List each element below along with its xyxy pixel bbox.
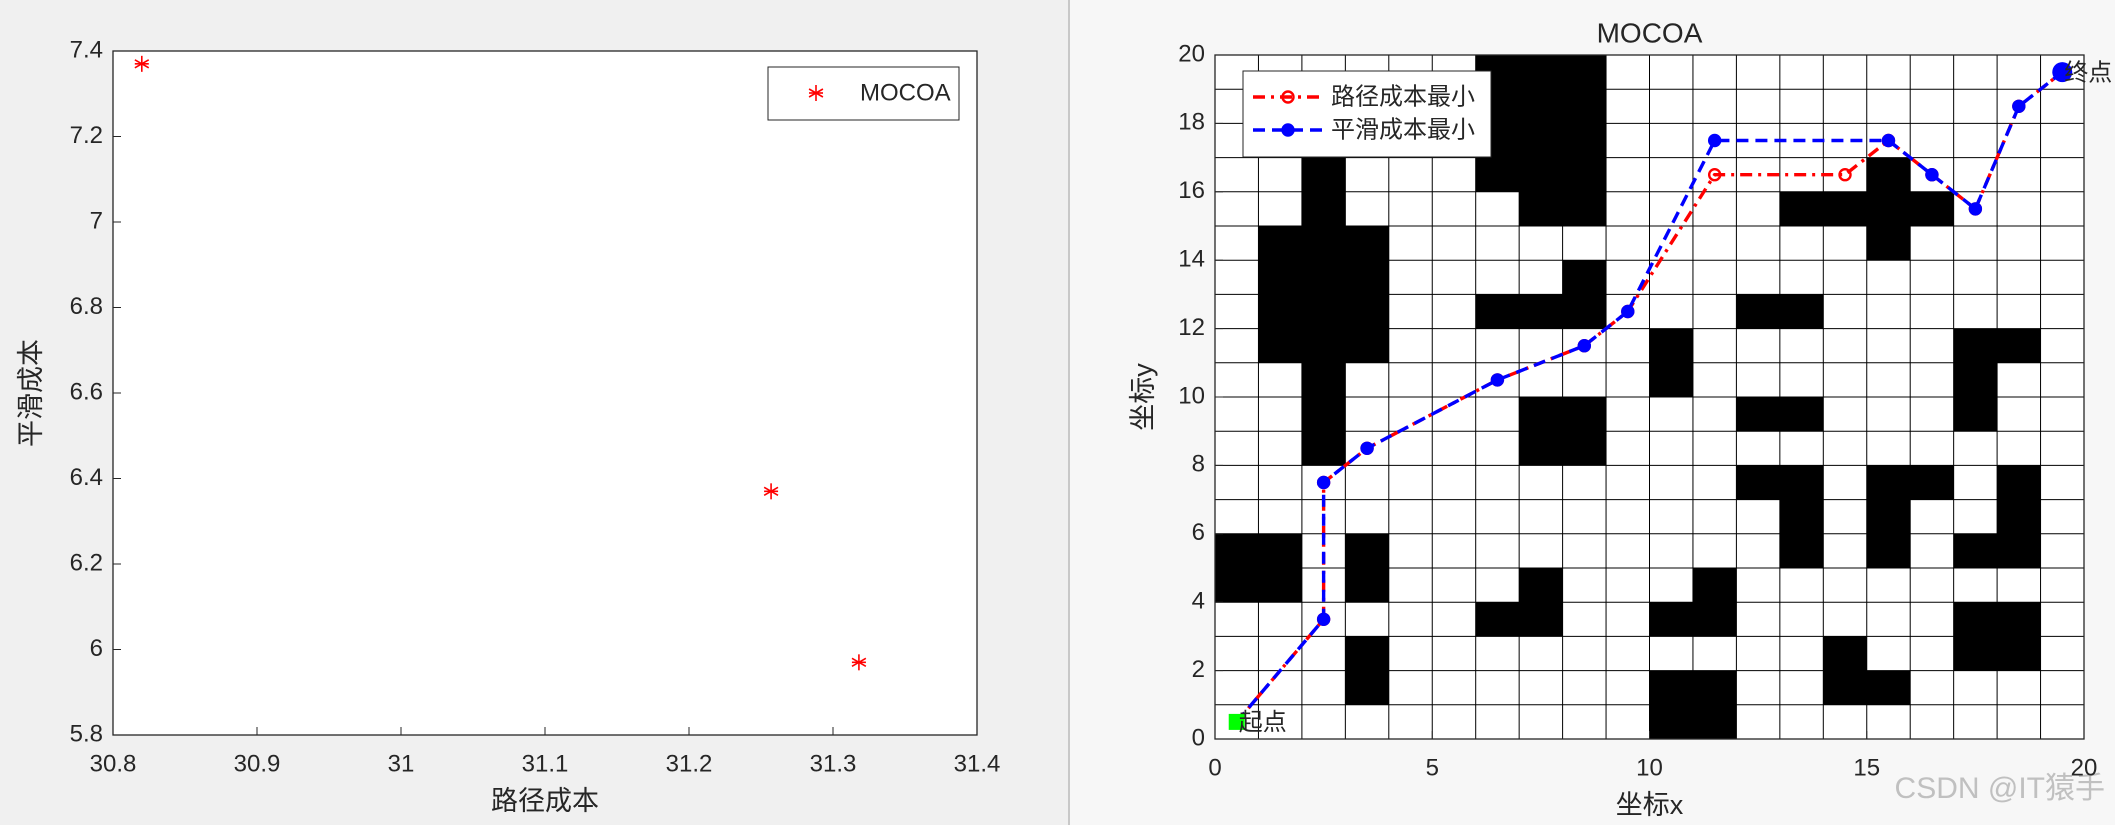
legend-box (1242, 70, 1492, 158)
obstacle-cell (1562, 260, 1607, 295)
legend-label: 平滑成本最小 (1331, 116, 1475, 143)
point-marker (1490, 373, 1505, 387)
y-tick-label: 10 (1178, 382, 1205, 409)
legend-marker (1281, 123, 1295, 137)
point-marker (1360, 441, 1374, 455)
point-marker (1621, 304, 1635, 319)
x-axis-label: 坐标x (1616, 790, 1684, 820)
x-tick-label: 31.2 (666, 750, 713, 777)
x-tick-label: 20 (2071, 754, 2098, 781)
y-tick-label: 14 (1178, 246, 1205, 273)
y-tick-label: 7 (90, 207, 103, 234)
x-tick-label: 31.3 (810, 750, 857, 777)
obstacle-cell (1866, 226, 1911, 261)
watermark: CSDN @IT猿手 (1895, 772, 2105, 805)
plot-area (113, 51, 977, 735)
point-marker (1881, 133, 1896, 148)
x-tick-label: 5 (1426, 754, 1439, 781)
y-axis-label: 平滑成本 (16, 339, 46, 447)
x-tick-label: 30.9 (234, 750, 281, 777)
obstacle-cell (1866, 670, 1911, 705)
obstacle-cell (1475, 294, 1607, 329)
y-tick-label: 6.4 (70, 464, 103, 491)
point-marker (1707, 167, 1722, 182)
obstacle-cell (1953, 328, 1998, 432)
obstacle-cell (1866, 465, 1911, 568)
point-marker (1316, 475, 1331, 490)
start-marker (1228, 713, 1245, 730)
legend-label: 路径成本最小 (1331, 83, 1475, 110)
legend-label: MOCOA (860, 79, 951, 106)
obstacle-cell (1866, 157, 1911, 192)
y-tick-label: 5.8 (70, 720, 103, 747)
y-tick-label: 2 (1192, 656, 1205, 683)
y-tick-label: 16 (1178, 177, 1205, 204)
scatter-point (851, 654, 867, 671)
end-label: 终点 (2064, 59, 2112, 86)
obstacle-cell (1692, 568, 1737, 603)
x-tick-label: 15 (1853, 754, 1880, 781)
x-tick-label: 31.1 (522, 750, 569, 777)
y-axis-label: 坐标y (1128, 363, 1158, 431)
start-label: 起点 (1239, 709, 1287, 736)
obstacle-cell (1519, 568, 1563, 603)
legend-marker (1281, 90, 1295, 104)
x-axis-label: 路径成本 (491, 786, 599, 816)
y-tick-label: 18 (1178, 109, 1205, 136)
y-tick-label: 0 (1192, 724, 1205, 751)
y-tick-label: 12 (1178, 314, 1205, 341)
x-tick-label: 31.4 (954, 750, 1001, 777)
y-tick-label: 8 (1192, 451, 1205, 478)
obstacle-cell (1997, 328, 2041, 363)
y-tick-label: 4 (1192, 588, 1205, 615)
point-marker (1577, 339, 1592, 353)
x-tick-label: 31 (388, 750, 415, 777)
y-tick-label: 6 (90, 635, 103, 662)
point-marker (2012, 99, 2026, 114)
point-marker (1707, 133, 1722, 148)
obstacle-cell (1997, 465, 2041, 568)
obstacle-cell (1953, 533, 1998, 568)
obstacle-cell (1910, 465, 1954, 500)
scatter-point (134, 55, 150, 72)
scatter-point (763, 483, 779, 500)
end-marker (2052, 62, 2073, 83)
x-tick-label: 0 (1208, 754, 1221, 781)
y-tick-label: 6.8 (70, 293, 103, 320)
legend-box (767, 66, 960, 121)
y-tick-label: 6 (1192, 519, 1205, 546)
x-tick-label: 10 (1636, 754, 1663, 781)
chart-title: MOCOA (1597, 17, 1703, 48)
y-tick-label: 7.4 (70, 36, 103, 63)
legend-marker (808, 85, 824, 101)
point-marker (1838, 167, 1852, 182)
point-marker (1968, 202, 1983, 216)
x-tick-label: 30.8 (90, 750, 137, 777)
y-tick-label: 6.2 (70, 549, 103, 576)
y-tick-label: 20 (1178, 40, 1205, 67)
point-marker (1925, 167, 1939, 182)
y-tick-label: 6.6 (70, 378, 103, 405)
point-marker (1316, 612, 1331, 626)
y-tick-label: 7.2 (70, 122, 103, 149)
